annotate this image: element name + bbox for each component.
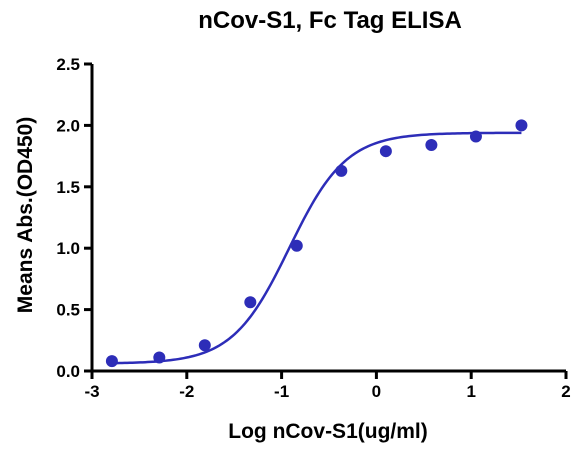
data-point (335, 164, 348, 177)
x-tick-label: -2 (179, 382, 194, 401)
x-tick-label: -1 (274, 382, 289, 401)
data-point (515, 119, 528, 132)
y-tick-label: 1.5 (56, 178, 80, 197)
y-tick-label: 2.5 (56, 55, 80, 74)
data-point (198, 339, 211, 352)
y-tick-label: 2.0 (56, 116, 80, 135)
y-axis-label: Means Abs.(OD450) (14, 117, 37, 313)
data-point (425, 139, 438, 152)
x-tick-label: -3 (84, 382, 99, 401)
chart-title: nCov-S1, Fc Tag ELISA (198, 7, 462, 34)
data-point (290, 239, 303, 252)
x-tick-label: 0 (372, 382, 381, 401)
data-point (469, 130, 482, 143)
curve-layer (111, 131, 522, 365)
fit-curve (111, 131, 522, 365)
points-layer (105, 119, 528, 368)
data-point (244, 296, 257, 309)
y-tick-label: 0.0 (56, 362, 80, 381)
x-axis-label: Log nCov-S1(ug/ml) (228, 420, 427, 443)
data-point (379, 145, 392, 158)
axes (90, 64, 566, 373)
x-tick-label: 2 (561, 382, 570, 401)
ticks: 0.0 0.5 1.0 1.5 2.0 2.5 -3 -2 -1 0 1 2 (56, 55, 570, 401)
data-point (153, 351, 166, 364)
y-tick-label: 1.0 (56, 239, 80, 258)
x-tick-label: 1 (466, 382, 475, 401)
y-tick-label: 0.5 (56, 301, 80, 320)
data-point (105, 355, 118, 368)
